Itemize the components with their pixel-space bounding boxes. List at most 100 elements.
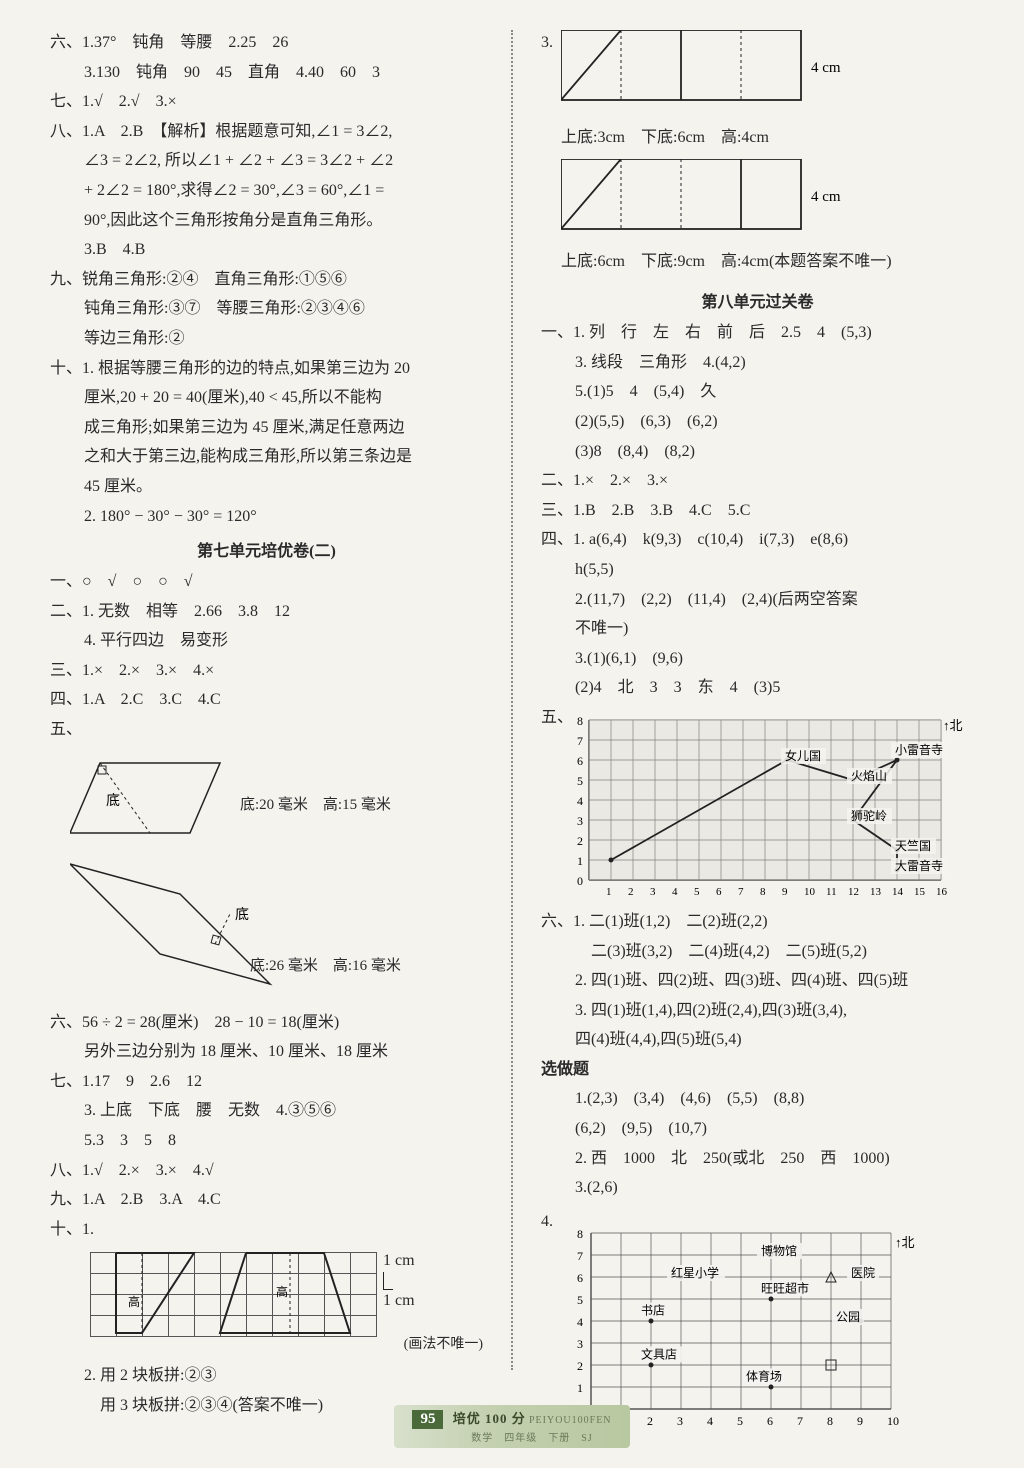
svg-text:3: 3 (650, 886, 656, 898)
text-line: (2)(5,5) (6,3) (6,2) (541, 409, 974, 435)
text-line: 3.B 4.B (50, 237, 483, 263)
text-line: 成三角形;如果第三边为 45 厘米,满足任意两边 (50, 415, 483, 441)
figure-caption: 底:20 毫米 高:15 毫米 (240, 793, 483, 814)
text-line: 5.(1)5 4 (5,4) 久 (541, 379, 974, 405)
figure-parallelogram-2: 底 底:26 毫米 高:16 毫米 (70, 854, 483, 975)
text-line: 三、1.B 2.B 3.B 4.C 5.C (541, 498, 974, 524)
svg-text:7: 7 (577, 734, 583, 748)
text-line: 2. 用 2 块板拼:②③ (50, 1363, 483, 1389)
page-footer: 95 培优 100 分 PEIYOU100FEN 数学 四年级 下册 SJ (0, 1405, 1024, 1448)
svg-text:底: 底 (235, 907, 249, 923)
svg-text:10: 10 (804, 886, 816, 898)
text-line: 45 厘米。 (50, 474, 483, 500)
svg-text:11: 11 (826, 886, 837, 898)
svg-text:15: 15 (914, 886, 926, 898)
dim-label: 1 cm (383, 1252, 415, 1270)
text-line: 六、1. 二(1)班(1,2) 二(2)班(2,2) (541, 909, 974, 935)
svg-text:4: 4 (577, 1315, 583, 1329)
text-line: 2. 180° − 30° − 30° = 120° (50, 504, 483, 530)
text-line: 3.(2,6) (541, 1175, 974, 1201)
svg-text:高: 高 (128, 1294, 140, 1309)
text-line: 90°,因此这个三角形按角分是直角三角形。 (50, 208, 483, 234)
svg-text:底: 底 (106, 793, 120, 809)
svg-text:6: 6 (577, 1271, 583, 1285)
svg-text:天竺国: 天竺国 (895, 838, 931, 853)
svg-text:8: 8 (577, 714, 583, 728)
text-line: 七、1.√ 2.√ 3.× (50, 89, 483, 115)
text-line: 二(3)班(3,2) 二(4)班(4,2) 二(5)班(5,2) (541, 939, 974, 965)
text-line: 四、1.A 2.C 3.C 4.C (50, 687, 483, 713)
text-line: (6,2) (9,5) (10,7) (541, 1116, 974, 1142)
text-line: 六、1.37° 钝角 等腰 2.25 26 (50, 30, 483, 56)
text-line: 2. 西 1000 北 250(或北 250 西 1000) (541, 1146, 974, 1172)
text-line: 四(4)班(4,4),四(5)班(5,4) (541, 1027, 974, 1053)
text-line: 2. 四(1)班、四(2)班、四(3)班、四(4)班、四(5)班 (541, 968, 974, 994)
svg-text:医院: 医院 (851, 1266, 875, 1280)
svg-text:2: 2 (628, 886, 634, 898)
text-line: ∠3 = 2∠2, 所以∠1 + ∠2 + ∠3 = 3∠2 + ∠2 (50, 148, 483, 174)
footer-title: 培优 100 分 (453, 1411, 526, 1426)
svg-text:8: 8 (760, 886, 766, 898)
text-line: 五、 (50, 717, 483, 743)
svg-text:高: 高 (276, 1284, 288, 1299)
svg-text:1: 1 (577, 854, 583, 868)
svg-text:文具店: 文具店 (641, 1346, 677, 1361)
svg-text:4: 4 (672, 886, 678, 898)
text-line: (2)4 北 3 3 东 4 (3)5 (541, 675, 974, 701)
page-number: 95 (412, 1410, 443, 1429)
svg-text:3: 3 (577, 814, 583, 828)
text-line: 六、56 ÷ 2 = 28(厘米) 28 − 10 = 18(厘米) (50, 1010, 483, 1036)
figure-grid-trapezoid: 1 cm 1 cm 高 高 (画法不唯一) (90, 1252, 483, 1353)
left-column: 六、1.37° 钝角 等腰 2.25 26 3.130 钝角 90 45 直角 … (50, 30, 483, 1370)
svg-text:公园: 公园 (836, 1310, 860, 1324)
svg-text:13: 13 (870, 886, 882, 898)
figure-chart-1: 五、 01234567812345678910111213141516女儿国小雷… (541, 705, 974, 905)
svg-text:5: 5 (694, 886, 700, 898)
svg-text:12: 12 (848, 886, 859, 898)
text-line: 1.(2,3) (3,4) (4,6) (5,5) (8,8) (541, 1086, 974, 1112)
svg-text:6: 6 (716, 886, 722, 898)
text-line: 5.3 3 5 8 (50, 1128, 483, 1154)
dim-label: 1 cm (383, 1292, 415, 1310)
text-line: 另外三边分别为 18 厘米、10 厘米、18 厘米 (50, 1039, 483, 1065)
footer-subtitle: 数学 四年级 下册 SJ (471, 1433, 592, 1444)
text-line: 八、1.√ 2.× 3.× 4.√ (50, 1158, 483, 1184)
text-line: 十、1. 根据等腰三角形的边的特点,如果第三边为 20 (50, 356, 483, 382)
svg-text:女儿国: 女儿国 (785, 748, 821, 763)
dim-label: 12 cm (661, 108, 698, 110)
right-column: 3. 4 cm 12 cm 上底:3cm 下底:6cm 高:4cm (541, 30, 974, 1370)
text-line: h(5,5) (541, 557, 974, 583)
text-line: 七、1.17 9 2.6 12 (50, 1069, 483, 1095)
text-line: 八、1.A 2.B 【解析】根据题意可知,∠1 = 3∠2, (50, 119, 483, 145)
svg-text:旺旺超市: 旺旺超市 (761, 1280, 809, 1295)
text-line: 五、 (541, 705, 569, 731)
text-line: 一、1. 列 行 左 右 前 后 2.5 4 (5,3) (541, 320, 974, 346)
svg-text:4 cm: 4 cm (811, 189, 841, 205)
svg-text:书店: 书店 (641, 1303, 665, 1317)
svg-text:体育场: 体育场 (746, 1368, 782, 1383)
section-title: 第七单元培优卷(二) (50, 537, 483, 561)
dim-label: 4 cm (811, 60, 841, 76)
footer-pinyin: PEIYOU100FEN (529, 1415, 612, 1426)
text-line: 3. 四(1)班(1,4),四(2)班(2,4),四(3)班(3,4), (541, 998, 974, 1024)
text-line: 二、1.× 2.× 3.× (541, 468, 974, 494)
figure-trapezoid-box-2: 4 cm 12 cm 上底:6cm 下底:9cm 高:4cm(本题答案不唯一) (561, 159, 974, 275)
text-line: + 2∠2 = 180°,求得∠2 = 30°,∠3 = 60°,∠1 = (50, 178, 483, 204)
figure-caption: 上底:6cm 下底:9cm 高:4cm(本题答案不唯一) (561, 249, 974, 275)
svg-text:16: 16 (936, 886, 948, 898)
text-line: 之和大于第三边,能构成三角形,所以第三条边是 (50, 444, 483, 470)
svg-text:4: 4 (577, 794, 583, 808)
svg-text:↑北: ↑北 (943, 718, 963, 733)
figure-trapezoid-box-1: 4 cm 12 cm 上底:3cm 下底:6cm 高:4cm (561, 30, 841, 151)
svg-text:12 cm: 12 cm (661, 237, 698, 239)
column-divider (511, 30, 513, 1370)
svg-text:狮驼岭: 狮驼岭 (851, 808, 887, 823)
svg-text:8: 8 (577, 1227, 583, 1241)
svg-text:1: 1 (577, 1381, 583, 1395)
text-line: 4. (541, 1209, 569, 1235)
text-line: 厘米,20 + 20 = 40(厘米),40 < 45,所以不能构 (50, 385, 483, 411)
text-line: 4. 平行四边 易变形 (50, 628, 483, 654)
section-title: 第八单元过关卷 (541, 288, 974, 312)
text-line: 二、1. 无数 相等 2.66 3.8 12 (50, 599, 483, 625)
svg-text:大雷音寺: 大雷音寺 (895, 858, 943, 873)
